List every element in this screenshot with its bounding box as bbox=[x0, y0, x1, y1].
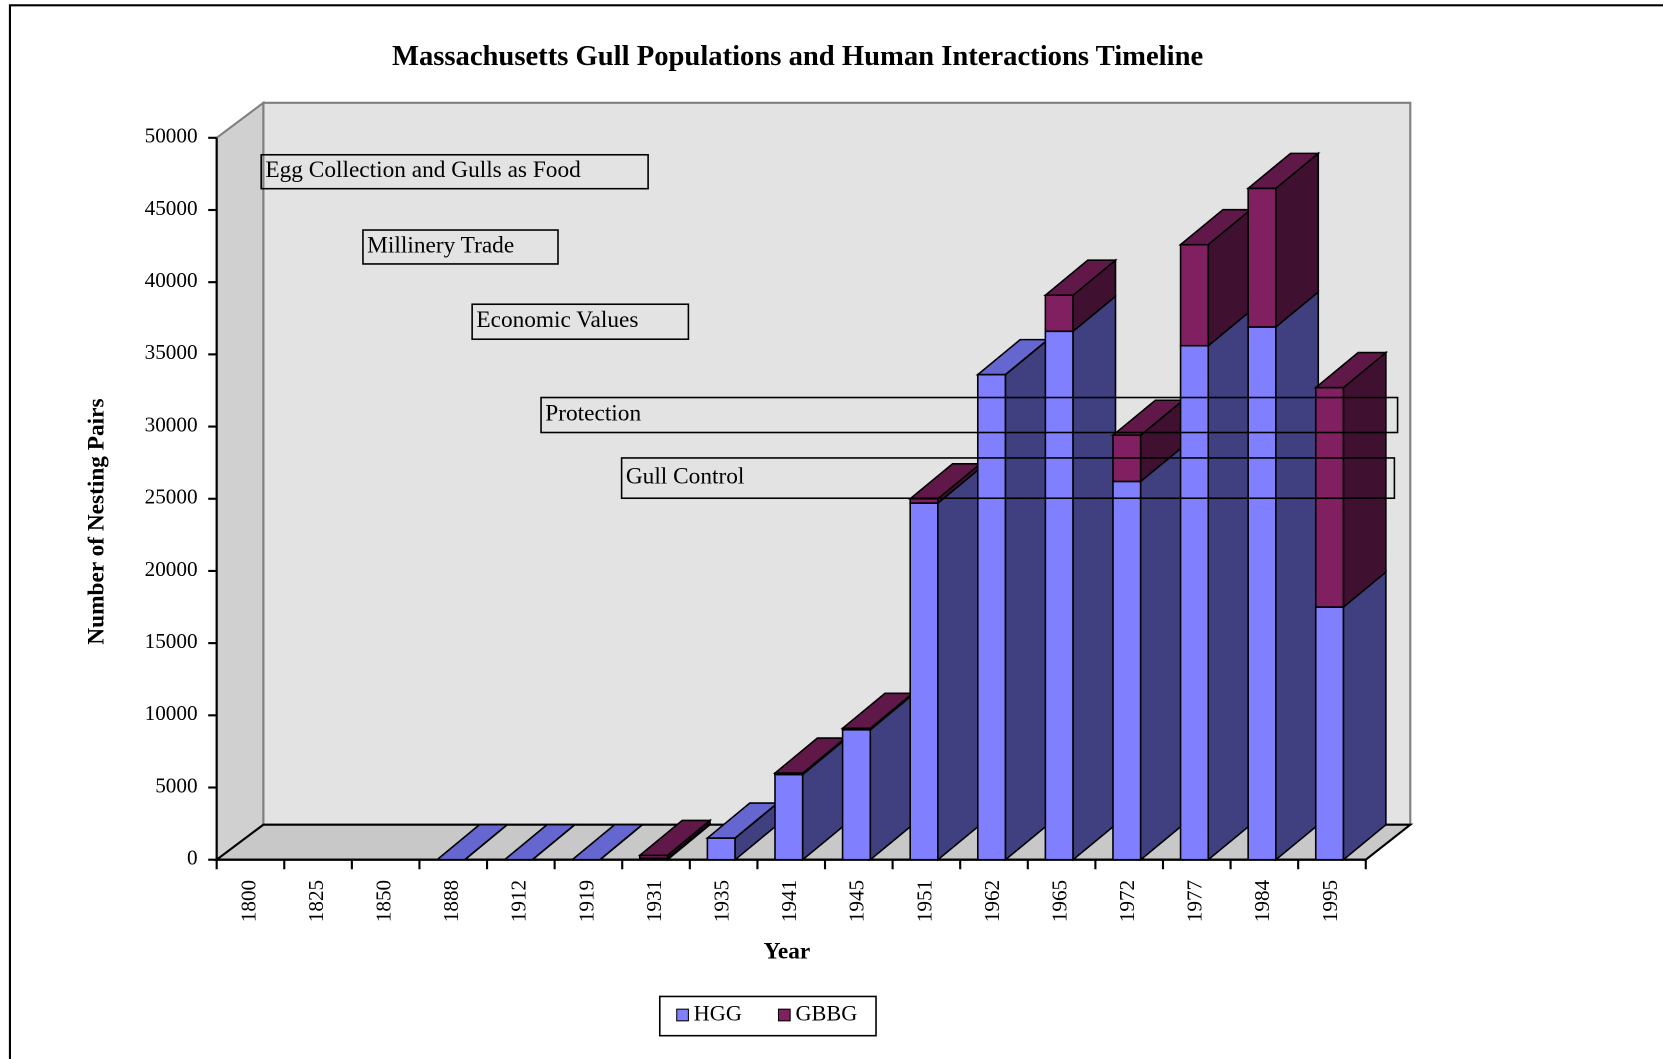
bar-side bbox=[599, 824, 643, 861]
x-tick-label: 1850 bbox=[372, 880, 396, 922]
x-tick-label: 1912 bbox=[507, 880, 531, 922]
x-tick-label: 1919 bbox=[574, 880, 598, 922]
x-tick-label: 1825 bbox=[304, 880, 328, 922]
annotation-box bbox=[362, 229, 559, 265]
bar-front bbox=[1044, 294, 1074, 333]
bar-front bbox=[1247, 187, 1277, 328]
legend-label: GBBG bbox=[795, 1001, 857, 1026]
legend-swatch bbox=[676, 1008, 689, 1022]
bar-front bbox=[1247, 326, 1277, 861]
y-tick-label: 0 bbox=[187, 846, 198, 870]
x-axis-title: Year bbox=[764, 938, 811, 964]
bar-side bbox=[1342, 350, 1387, 609]
x-tick-label: 1941 bbox=[777, 880, 801, 922]
x-tick-label: 1972 bbox=[1115, 880, 1139, 922]
bar-top bbox=[1313, 351, 1389, 389]
bar-side bbox=[464, 824, 508, 861]
y-tick-label: 30000 bbox=[145, 412, 198, 436]
y-tick-label: 45000 bbox=[145, 196, 198, 220]
annotation: Millinery Trade bbox=[367, 232, 514, 258]
bar-front bbox=[1179, 344, 1210, 861]
x-tick-label: 1935 bbox=[709, 880, 733, 922]
x-tick-label: 1984 bbox=[1250, 879, 1274, 922]
bar-front bbox=[841, 728, 872, 861]
legend-swatch bbox=[777, 1008, 791, 1022]
annotation-box bbox=[260, 153, 649, 190]
annotation: Economic Values bbox=[476, 307, 638, 333]
y-tick-label: 35000 bbox=[145, 340, 198, 364]
bar-front bbox=[909, 502, 939, 861]
bar-front bbox=[1179, 243, 1210, 347]
x-tick-label: 1800 bbox=[236, 880, 260, 922]
annotation: Egg Collection and Gulls as Food bbox=[265, 157, 581, 183]
bar-side bbox=[1275, 290, 1320, 862]
x-tick-label: 1962 bbox=[980, 880, 1004, 922]
annotation: Gull Control bbox=[626, 463, 745, 489]
annotation-box bbox=[620, 457, 1396, 500]
x-tick-label: 1951 bbox=[912, 880, 936, 922]
bar-front bbox=[1044, 330, 1074, 861]
y-axis-title: Number of Nesting Pairs bbox=[83, 398, 109, 644]
side-wall bbox=[215, 100, 265, 862]
bar-side bbox=[937, 466, 982, 862]
y-tick-label: 25000 bbox=[145, 485, 198, 509]
bar-side bbox=[1139, 444, 1184, 862]
annotation: Protection bbox=[545, 400, 641, 426]
y-tick-label: 15000 bbox=[145, 629, 198, 653]
bar-front bbox=[1314, 386, 1345, 608]
bar-front bbox=[976, 373, 1007, 861]
annotation-box bbox=[540, 396, 1399, 434]
y-tick-label: 10000 bbox=[145, 701, 198, 725]
x-tick-label: 1931 bbox=[642, 880, 666, 922]
bar-front bbox=[774, 773, 804, 861]
bar-front bbox=[1112, 480, 1142, 861]
y-tick-label: 40000 bbox=[145, 268, 198, 292]
y-tick-label: 20000 bbox=[145, 557, 198, 581]
legend-label: HGG bbox=[694, 1001, 742, 1026]
bar-top bbox=[637, 819, 713, 857]
bar-side bbox=[1207, 309, 1252, 862]
bar-front bbox=[706, 837, 736, 861]
bar-side bbox=[1004, 337, 1049, 862]
bar-side bbox=[1342, 570, 1387, 862]
bar-front bbox=[1314, 606, 1345, 861]
bar-side bbox=[531, 824, 576, 861]
x-tick-label: 1965 bbox=[1047, 880, 1071, 922]
bar-side bbox=[1072, 294, 1117, 862]
bar-top bbox=[1043, 259, 1118, 296]
x-tick-label: 1977 bbox=[1183, 880, 1207, 922]
bar-top bbox=[1245, 152, 1321, 190]
chart-title: Massachusetts Gull Populations and Human… bbox=[392, 40, 1203, 72]
annotation-box bbox=[471, 303, 690, 341]
x-tick-label: 1945 bbox=[845, 880, 869, 922]
y-tick-label: 50000 bbox=[145, 124, 198, 148]
y-tick-label: 5000 bbox=[155, 773, 197, 797]
legend-box bbox=[658, 995, 877, 1037]
x-tick-label: 1995 bbox=[1318, 880, 1342, 922]
x-tick-label: 1888 bbox=[439, 880, 463, 922]
